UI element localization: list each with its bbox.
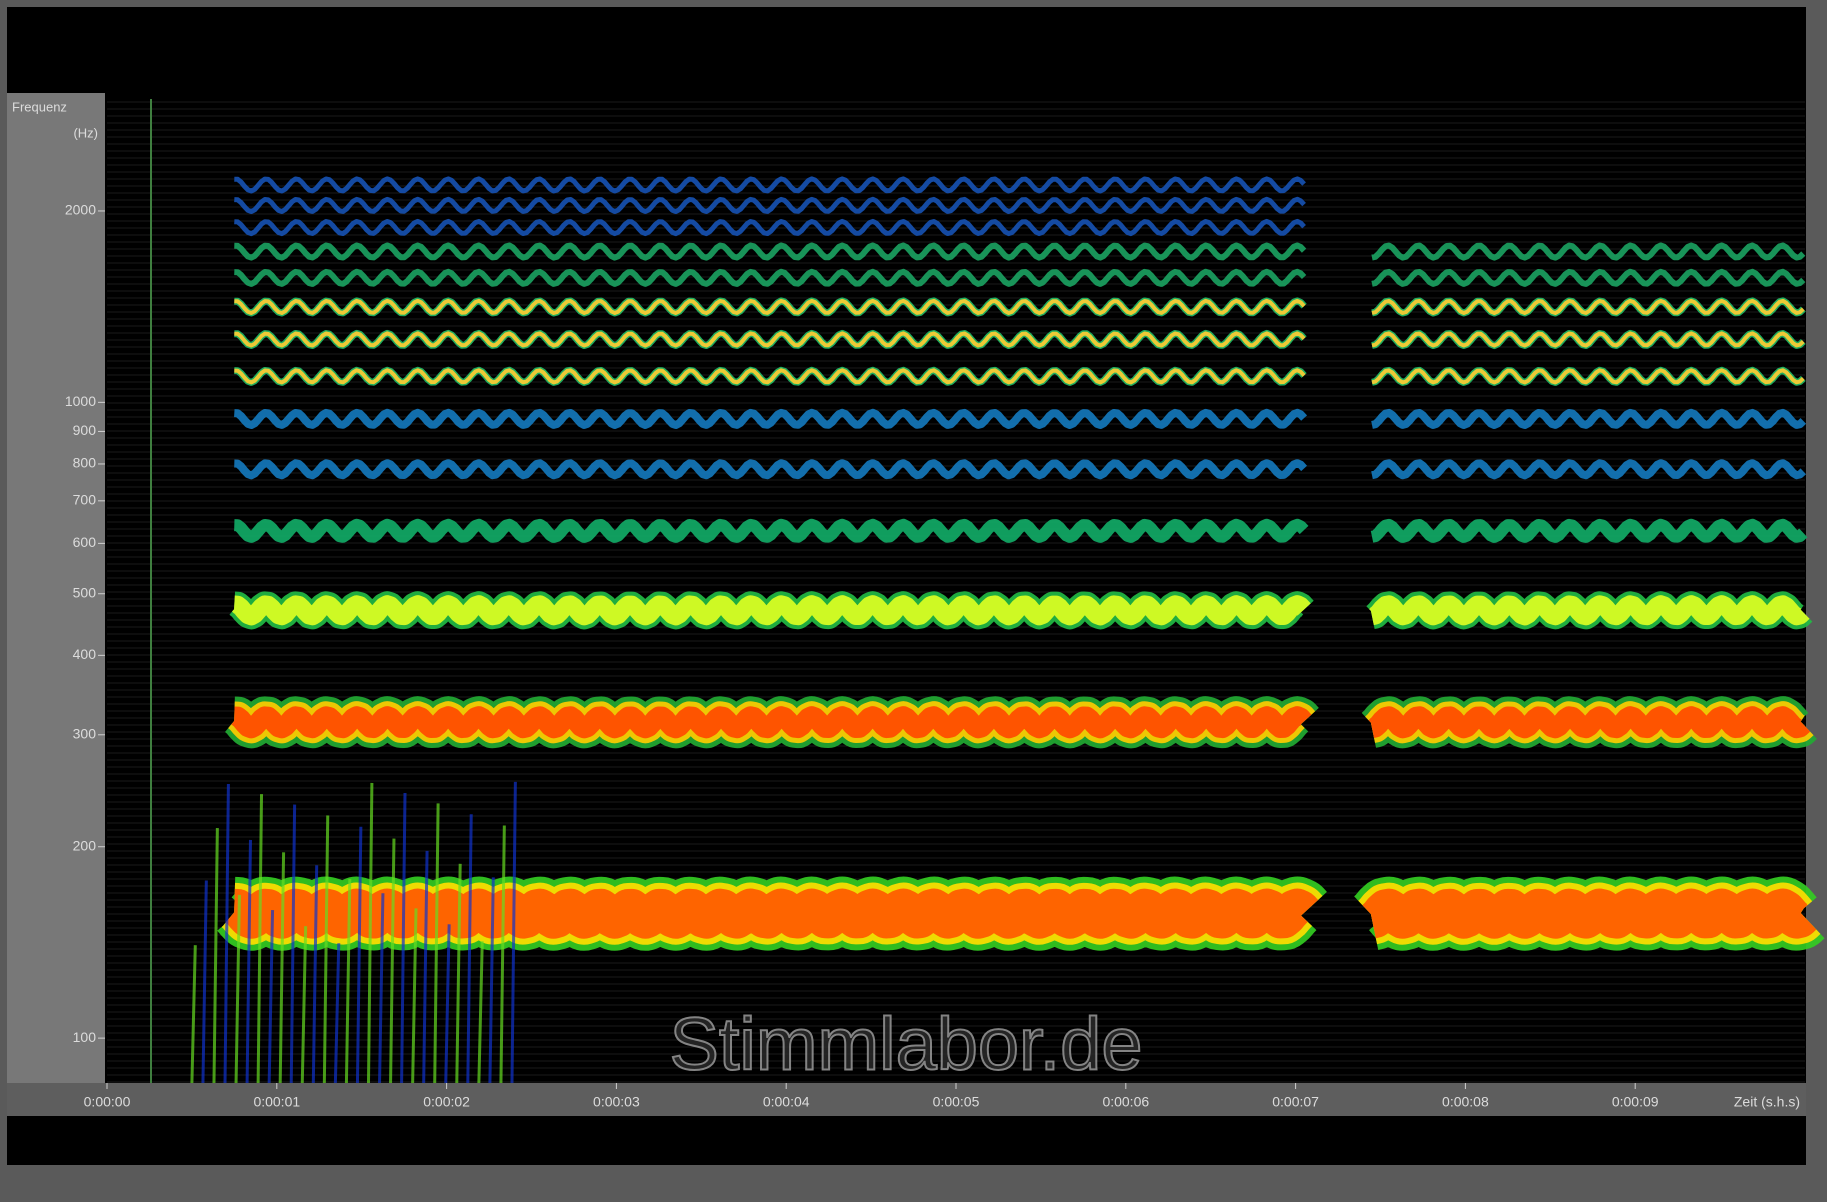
harmonic-band bbox=[233, 408, 1308, 429]
y-axis-label: Frequenz bbox=[12, 99, 67, 114]
y-tick-label: 400 bbox=[73, 646, 97, 662]
x-tick-label: 0:00:08 bbox=[1442, 1094, 1489, 1110]
onset-noise bbox=[322, 815, 330, 1084]
y-tick-label: 300 bbox=[73, 725, 97, 741]
onset-noise bbox=[234, 894, 241, 1084]
y-tick-label: 600 bbox=[73, 534, 97, 550]
onset-noise bbox=[256, 794, 264, 1084]
harmonic-band bbox=[1371, 368, 1805, 385]
y-tick-label: 500 bbox=[73, 584, 97, 600]
harmonic-band bbox=[1371, 331, 1805, 348]
onset-noise bbox=[190, 945, 197, 1084]
harmonic-band bbox=[218, 888, 1320, 939]
onset-noise bbox=[400, 792, 407, 1084]
x-tick-label: 0:00:03 bbox=[593, 1094, 640, 1110]
x-tick-label: 0:00:04 bbox=[763, 1094, 810, 1110]
onset-noise bbox=[333, 943, 341, 1084]
y-axis-panel bbox=[7, 93, 105, 1083]
harmonic-band bbox=[1366, 595, 1810, 626]
onset-noise bbox=[433, 803, 440, 1084]
onset-noise bbox=[477, 941, 484, 1084]
x-tick-label: 0:00:02 bbox=[423, 1094, 470, 1110]
onset-noise bbox=[289, 804, 297, 1084]
y-axis-unit: (Hz) bbox=[73, 125, 98, 140]
watermark: Stimmlabor.de bbox=[670, 1003, 1143, 1086]
harmonic-band bbox=[227, 706, 1312, 739]
harmonic-band bbox=[1365, 706, 1811, 739]
x-axis-panel bbox=[7, 1083, 1806, 1116]
onset-noise bbox=[300, 926, 308, 1084]
onset-noise bbox=[223, 784, 230, 1084]
onset-noise bbox=[444, 924, 451, 1084]
harmonic-band bbox=[234, 368, 1306, 385]
onset-noise bbox=[411, 908, 418, 1084]
y-tick-label: 1000 bbox=[65, 393, 96, 409]
harmonic-band bbox=[234, 242, 1307, 261]
harmonic-band bbox=[231, 518, 1309, 543]
x-tick-label: 0:00:05 bbox=[933, 1094, 980, 1110]
harmonic-band bbox=[234, 196, 1306, 214]
harmonic-band bbox=[234, 298, 1306, 315]
onset-noise bbox=[267, 910, 275, 1084]
onset-noise bbox=[355, 826, 363, 1084]
y-tick-label: 800 bbox=[73, 455, 97, 471]
onset-noise bbox=[510, 781, 517, 1084]
harmonic-band bbox=[1371, 298, 1805, 315]
onset-noise bbox=[201, 880, 208, 1084]
onset-noise bbox=[344, 878, 352, 1084]
harmonic-band bbox=[234, 218, 1306, 237]
y-tick-label: 900 bbox=[73, 422, 97, 438]
x-tick-label: 0:00:01 bbox=[253, 1094, 300, 1110]
x-tick-label: 0:00:07 bbox=[1272, 1094, 1319, 1110]
y-tick-label: 2000 bbox=[65, 202, 96, 218]
onset-noise bbox=[499, 825, 506, 1084]
y-tick-label: 200 bbox=[73, 837, 97, 853]
x-tick-label: 0:00:00 bbox=[84, 1094, 131, 1110]
harmonic-band bbox=[233, 459, 1308, 480]
harmonic-band bbox=[234, 268, 1307, 287]
onset-noise bbox=[488, 877, 495, 1084]
harmonic-band bbox=[1371, 242, 1806, 261]
onset-noise bbox=[422, 850, 429, 1084]
onset-noise bbox=[278, 852, 286, 1084]
onset-noise bbox=[311, 865, 319, 1084]
harmonic-band bbox=[228, 595, 1311, 626]
onset-noise bbox=[389, 838, 396, 1084]
y-tick-label: 700 bbox=[73, 492, 97, 508]
onset-noise bbox=[245, 839, 252, 1084]
onset-noise bbox=[466, 814, 473, 1084]
onset-noise bbox=[378, 893, 385, 1084]
x-tick-label: 0:00:09 bbox=[1612, 1094, 1659, 1110]
plot-area bbox=[107, 99, 1827, 1084]
onset-noise bbox=[455, 863, 462, 1084]
y-tick-label: 100 bbox=[73, 1029, 97, 1045]
harmonic-band bbox=[234, 331, 1306, 348]
harmonic-band bbox=[1371, 459, 1807, 480]
harmonic-band bbox=[1371, 268, 1806, 287]
harmonic-band bbox=[1371, 408, 1807, 429]
harmonic-band bbox=[234, 176, 1306, 194]
x-tick-label: 0:00:06 bbox=[1102, 1094, 1149, 1110]
onset-noise bbox=[212, 828, 219, 1084]
harmonic-band bbox=[1356, 888, 1819, 939]
x-axis-label: Zeit (s.h.s) bbox=[1734, 1094, 1800, 1110]
onset-noise bbox=[366, 782, 374, 1084]
harmonic-band bbox=[1369, 518, 1808, 543]
